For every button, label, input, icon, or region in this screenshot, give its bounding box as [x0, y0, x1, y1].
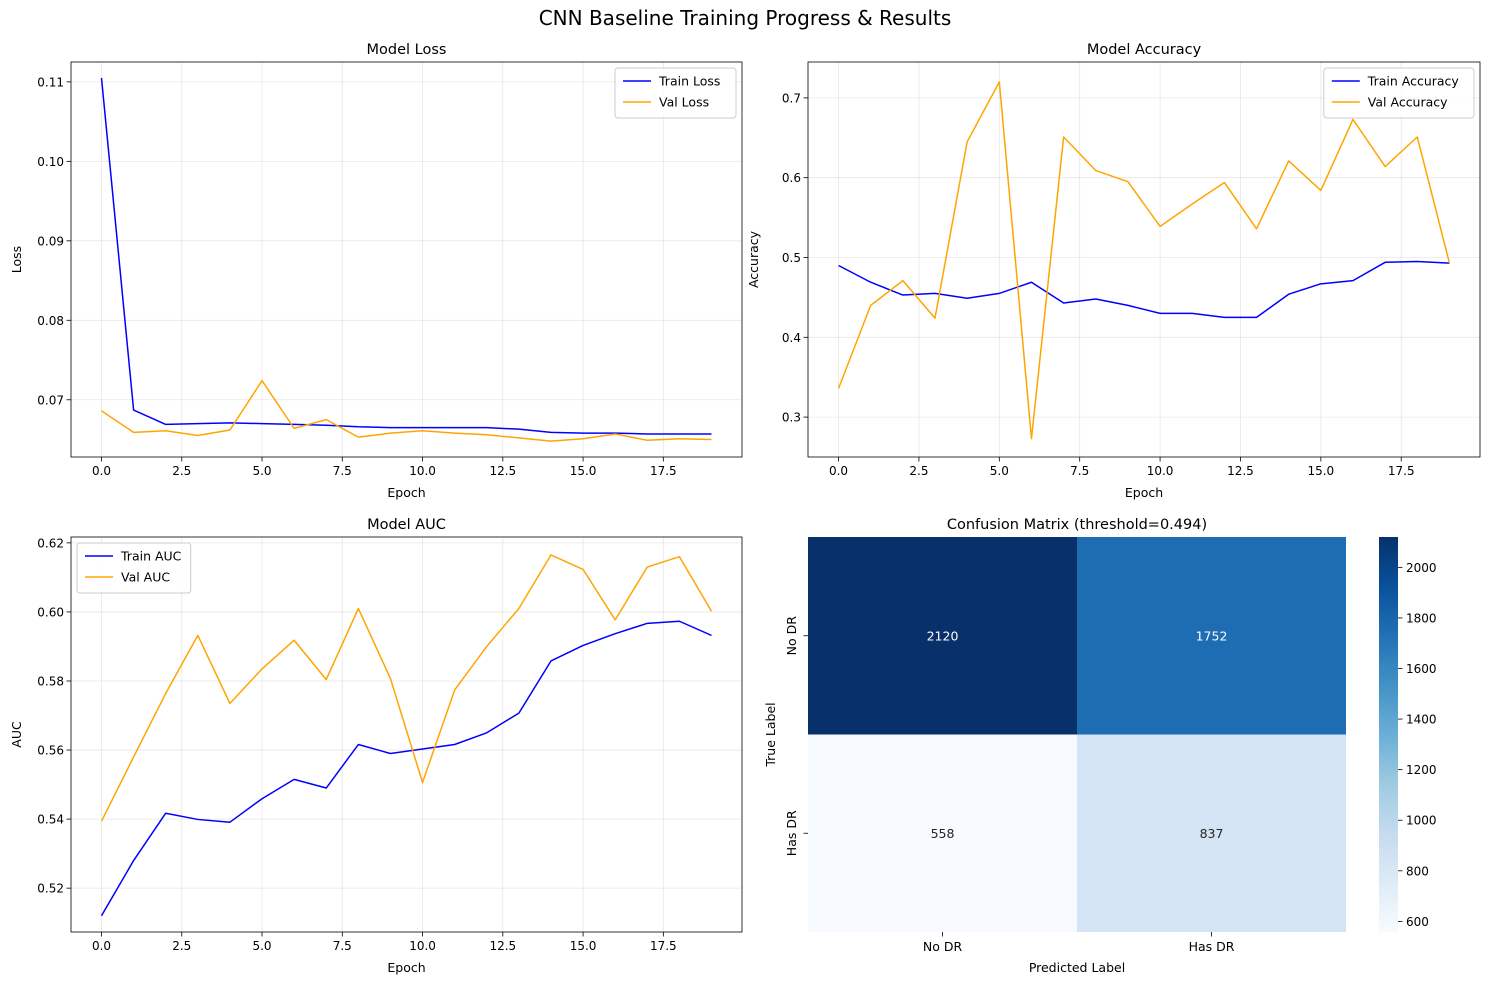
x-tick-label: 7.5 — [333, 464, 352, 478]
cell-value-label: 2120 — [927, 628, 959, 643]
axes-frame — [70, 536, 743, 933]
y-tick-label: 0.60 — [37, 605, 64, 619]
x-tick-label: 2.5 — [172, 464, 191, 478]
colorbar-tick-label: 1000 — [1406, 814, 1437, 828]
line-chart-2: 0.0 2.5 5.0 7.5 10.0 12.5 15.0 17.5 0.3 0.4 0.5 0.6… — [746, 42, 1481, 500]
x-tick-label: 0.0 — [92, 464, 111, 478]
y-tick-label: 0.7 — [782, 91, 801, 105]
colorbar-tick-label: 1400 — [1406, 713, 1437, 727]
figure-title: CNN Baseline Training Progress & Results — [539, 6, 952, 30]
series-line-1 — [838, 260, 1450, 319]
colorbar-tick-label: 2000 — [1406, 561, 1437, 575]
x-tick-label: 10.0 — [409, 939, 436, 953]
x-tick-label: 17.5 — [650, 939, 677, 953]
colorbar-tick-label: 1600 — [1406, 662, 1437, 676]
x-tick-label: 15.0 — [570, 464, 597, 478]
x-tick-label: 7.5 — [1070, 464, 1089, 478]
x-tick-label: 12.5 — [489, 464, 516, 478]
y-tick-label: 0.09 — [37, 234, 64, 248]
legend-label: Val Accuracy — [1368, 95, 1448, 110]
y-tick-label: Has DR — [784, 810, 799, 856]
x-axis-label: Epoch — [1125, 485, 1163, 500]
x-tick-label: 0.0 — [829, 464, 848, 478]
y-tick-label: 0.6 — [782, 171, 801, 185]
y-axis-label: True Label — [763, 702, 778, 767]
heatmap-cell — [1077, 537, 1346, 735]
x-axis-label: Epoch — [387, 960, 425, 975]
x-tick-label: 10.0 — [1147, 464, 1174, 478]
y-tick-label: 0.62 — [37, 536, 64, 550]
colorbar-tick-label: 600 — [1406, 915, 1429, 929]
x-tick-label: Has DR — [1189, 939, 1235, 954]
x-axis-label: Predicted Label — [1029, 960, 1125, 975]
x-tick-label: 10.0 — [409, 464, 436, 478]
cell-value-label: 558 — [931, 826, 955, 841]
line-chart-1: 0.0 2.5 5.0 7.5 10.0 12.5 15.0 17.5 0.07 0.08 0.09… — [9, 42, 743, 500]
x-tick-label: 2.5 — [172, 939, 191, 953]
y-tick-label: 0.52 — [37, 882, 64, 896]
line-chart-3: 0.0 2.5 5.0 7.5 10.0 12.5 15.0 17.5 0.52 0.54 0.56… — [9, 517, 743, 975]
colorbar-tick-label: 1200 — [1406, 763, 1437, 777]
y-tick-label: 0.5 — [782, 251, 801, 265]
series-line-1 — [100, 77, 712, 435]
heatmap-cell — [808, 734, 1077, 932]
legend-box — [1323, 67, 1475, 119]
axes-frame — [807, 61, 1481, 458]
x-tick-label: 17.5 — [650, 464, 677, 478]
heatmap-cell — [1077, 734, 1346, 932]
y-tick-label: No DR — [784, 616, 799, 656]
legend-label: Train Accuracy — [1367, 74, 1460, 89]
y-tick-label: 0.11 — [37, 75, 64, 89]
x-tick-label: 5.0 — [990, 464, 1009, 478]
y-tick-label: 0.08 — [37, 314, 64, 328]
heatmap-cell — [808, 537, 1077, 735]
colorbar — [1379, 537, 1398, 932]
axes-title: Model Accuracy — [1087, 42, 1202, 58]
series-line-2 — [100, 554, 713, 822]
series-line-1 — [100, 620, 712, 917]
cell-value-label: 1752 — [1196, 628, 1228, 643]
legend-label: Train Loss — [658, 74, 720, 89]
x-tick-label: 15.0 — [1307, 464, 1334, 478]
y-axis-label: AUC — [9, 721, 24, 748]
x-tick-label: 0.0 — [92, 939, 111, 953]
legend-label: Train AUC — [120, 549, 182, 564]
axes-title: Confusion Matrix (threshold=0.494) — [947, 517, 1207, 533]
y-axis-label: Accuracy — [746, 230, 761, 288]
series-line-2 — [101, 379, 712, 442]
x-tick-label: 5.0 — [252, 464, 271, 478]
legend: Train Accuracy Val Accuracy — [1323, 67, 1475, 119]
y-axis-label: Loss — [9, 246, 24, 273]
x-tick-label: 2.5 — [909, 464, 928, 478]
y-tick-label: 0.58 — [37, 674, 64, 688]
y-tick-label: 0.3 — [782, 411, 801, 425]
series-line-2 — [837, 81, 1451, 440]
x-tick-label: 12.5 — [489, 939, 516, 953]
y-tick-label: 0.4 — [782, 331, 801, 345]
legend-label: Val Loss — [659, 95, 709, 110]
x-tick-label: 5.0 — [252, 939, 271, 953]
x-tick-label: 17.5 — [1388, 464, 1415, 478]
y-tick-label: 0.10 — [37, 155, 64, 169]
x-tick-label: 12.5 — [1227, 464, 1254, 478]
legend: Train Loss Val Loss — [614, 67, 737, 119]
colorbar-tick-label: 800 — [1406, 864, 1429, 878]
y-tick-label: 0.54 — [37, 813, 64, 827]
colorbar-tick-label: 1800 — [1406, 611, 1437, 625]
cell-value-label: 837 — [1200, 826, 1224, 841]
y-tick-label: 0.56 — [37, 744, 64, 758]
legend: Train AUC Val AUC — [76, 542, 192, 594]
axes-title: Model AUC — [367, 517, 446, 533]
x-axis-label: Epoch — [387, 485, 425, 500]
axes-title: Model Loss — [367, 42, 447, 58]
y-tick-label: 0.07 — [37, 393, 64, 407]
axes-frame — [70, 61, 743, 458]
x-tick-label: 7.5 — [333, 939, 352, 953]
heatmap-chart-4: 2120 1752 558 837 No DR Has DR No DR Has DR Conf… — [763, 517, 1437, 975]
legend-label: Val AUC — [121, 570, 170, 585]
x-tick-label: No DR — [923, 939, 963, 954]
x-tick-label: 15.0 — [570, 939, 597, 953]
